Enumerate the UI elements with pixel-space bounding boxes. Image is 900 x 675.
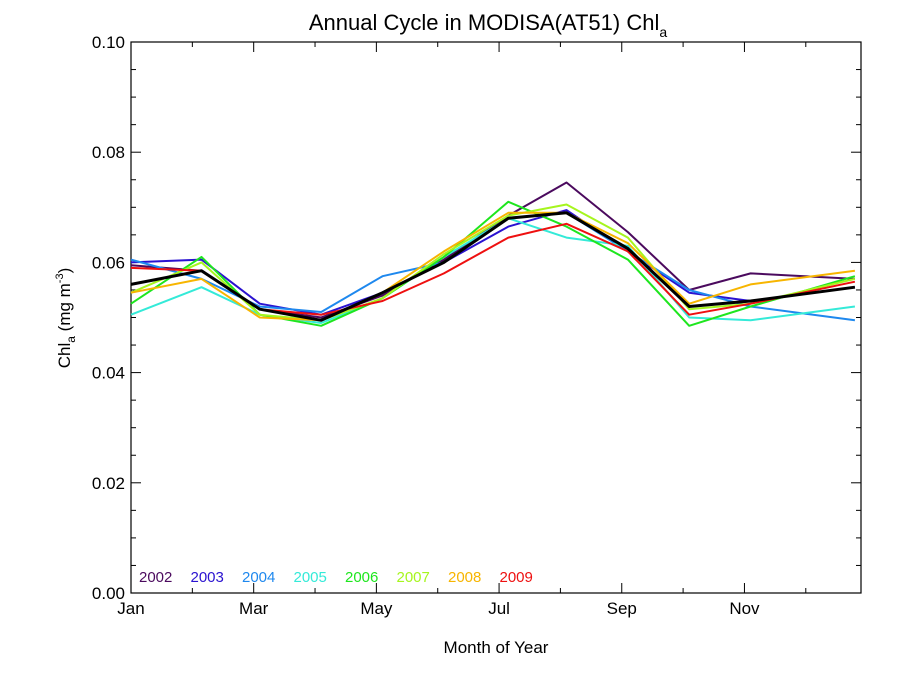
y-tick-label: 0.04 [92,364,125,383]
plot-frame [130,41,862,594]
y-tick-label: 0.00 [92,584,125,603]
legend-item-2008: 2008 [448,569,481,586]
x-tick-label: Jul [488,599,510,618]
series-layer [130,181,856,327]
y-tick-label: 0.08 [92,143,125,162]
x-tick-label: Nov [729,599,760,618]
x-axis-ticks: Jan Mar May Jul Sep Nov [117,42,807,618]
legend-item-2004: 2004 [242,569,275,586]
series-line-2003 [130,209,856,316]
legend: 2002 2003 2004 2005 2006 2007 2008 2009 [139,569,533,586]
y-tick-label: 0.02 [92,474,125,493]
y-axis-ticks: 0.00 0.02 0.04 0.06 0.08 0.10 [92,33,861,603]
legend-item-2005: 2005 [294,569,327,586]
chart-title-subscript: a [659,24,667,40]
series-line-2007 [130,203,856,322]
y-axis-label-suffix: ) [55,268,74,274]
series-line-2006 [130,200,856,327]
x-axis-label: Month of Year [444,638,549,657]
legend-item-2009: 2009 [500,569,533,586]
y-tick-label: 0.06 [92,253,125,272]
x-tick-label: Sep [607,599,637,618]
y-axis-label: Chla (mg m-3) [54,268,78,369]
legend-item-2007: 2007 [397,569,430,586]
series-line-2008 [130,211,856,322]
y-tick-label: 0.10 [92,33,125,52]
chart-title: Annual Cycle in MODISA(AT51) Chla [309,10,668,40]
y-axis-label-mid: (mg m [55,283,74,336]
y-axis-label-prefix: Chl [55,343,74,369]
legend-item-2006: 2006 [345,569,378,586]
y-axis-label-superscript: -3 [54,273,66,283]
y-axis-label-subscript: a [64,336,78,343]
series-line-mean [130,211,856,322]
x-tick-label: Jan [117,599,144,618]
x-tick-label: May [360,599,393,618]
legend-item-2003: 2003 [191,569,224,586]
x-tick-label: Mar [239,599,269,618]
legend-item-2002: 2002 [139,569,172,586]
chart-title-main: Annual Cycle in MODISA(AT51) Chl [309,10,660,35]
